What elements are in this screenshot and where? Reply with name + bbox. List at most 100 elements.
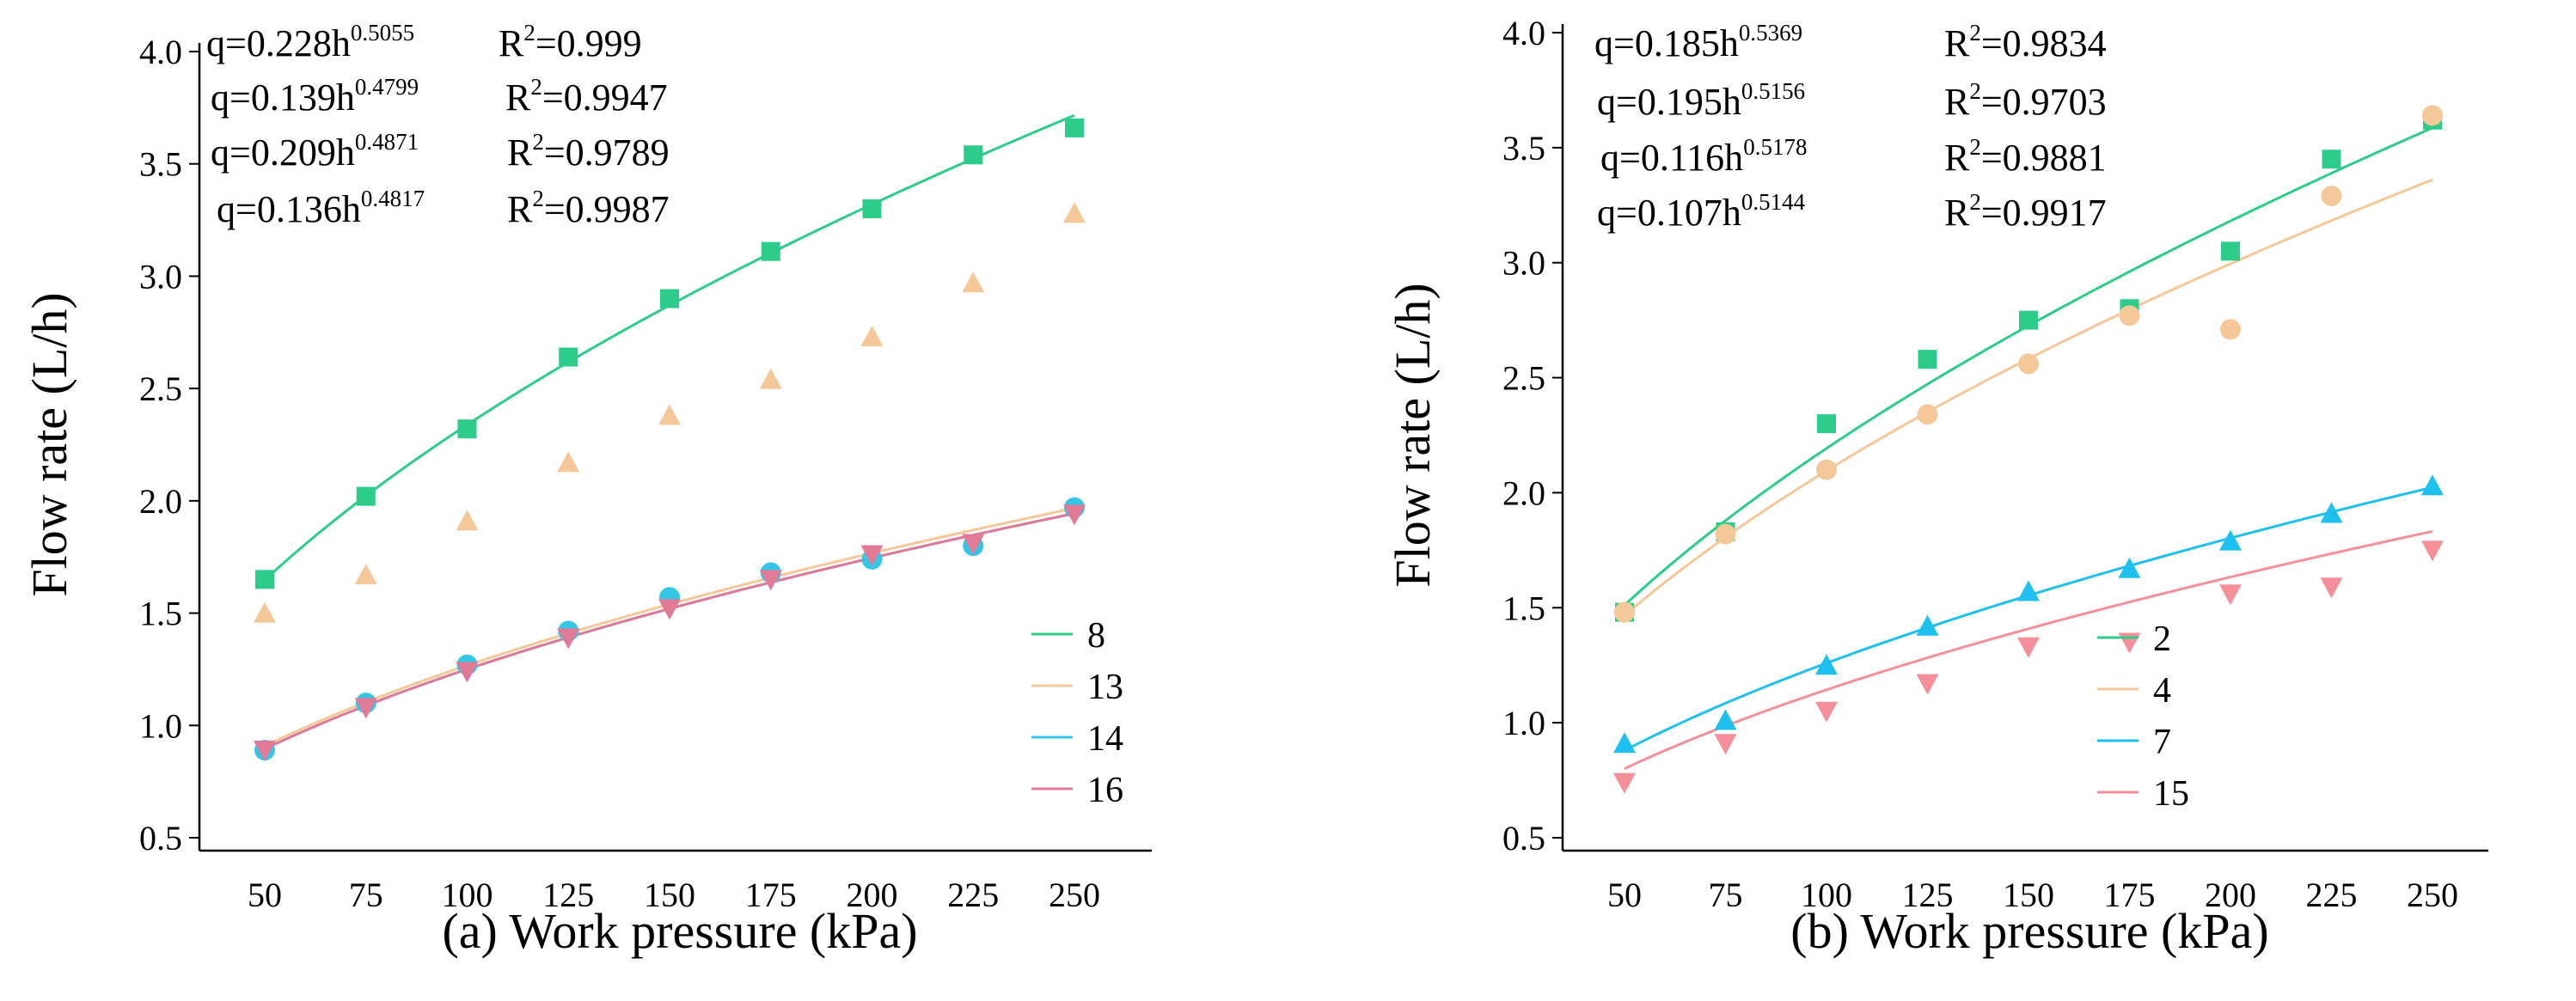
data-point-series-13	[860, 326, 884, 347]
equation-exponent: 0.4871	[355, 129, 419, 155]
x-tick-label: 250	[2407, 876, 2458, 914]
r-squared-superscript: 2	[523, 20, 535, 46]
r-squared-superscript: 2	[1969, 189, 1981, 215]
data-point-series-4	[2220, 319, 2241, 340]
data-point-series-2	[2221, 241, 2240, 261]
data-point-series-16	[254, 741, 276, 762]
y-tick-label: 3.5	[1502, 129, 1545, 168]
data-point-series-2	[1918, 350, 1937, 369]
equation-exponent: 0.4817	[361, 186, 425, 211]
r-squared-value: =0.9834	[1981, 22, 2107, 64]
data-point-series-15	[1815, 701, 1838, 723]
x-axis-label: (b) Work pressure (kPa)	[1790, 903, 2268, 959]
data-point-series-7	[1815, 654, 1838, 675]
data-point-series-4	[2018, 353, 2039, 375]
equation-prefix: q=0.116h	[1600, 137, 1743, 179]
data-point-series-7	[2421, 474, 2444, 496]
y-tick-label: 2.0	[139, 482, 182, 521]
chart-b: 0.5 1.0 1.5 2.0 2.5 3.0 3.5 4.0 50 75 100 125 150 175…	[1385, 14, 2488, 959]
y-tick-label: 1.5	[1502, 589, 1545, 627]
data-point-series-15	[2017, 637, 2040, 658]
data-point-series-15	[2219, 584, 2242, 606]
y-axis-label: Flow rate (L/h)	[1385, 283, 1441, 587]
r-squared: R2=0.999	[499, 20, 642, 64]
fit-curve-series-16	[264, 512, 1075, 751]
equation-exponent: 0.5178	[1743, 134, 1807, 160]
r-squared-value: =0.9789	[544, 131, 670, 174]
data-point-series-15	[2118, 632, 2141, 654]
fit-equation: q=0.209h0.4871	[211, 129, 419, 174]
fit-curve-series-14	[264, 512, 1075, 751]
x-tick-label: 175	[2104, 876, 2156, 914]
data-point-series-16	[456, 662, 479, 683]
y-tick-label: 1.0	[139, 706, 182, 745]
equation-exponent: 0.5055	[351, 20, 414, 46]
y-tick-label: 0.5	[139, 819, 182, 858]
equation-prefix: q=0.185h	[1594, 22, 1739, 64]
r-squared-value: =0.9987	[544, 188, 670, 230]
data-point-series-16	[557, 628, 580, 650]
r-squared-superscript: 2	[1969, 134, 1981, 160]
y-tick-label: 2.0	[1502, 473, 1545, 512]
data-point-series-7	[2118, 557, 2141, 578]
data-point-series-4	[2321, 186, 2342, 207]
legend-label: 16	[1087, 771, 1123, 810]
data-point-series-4	[1715, 523, 1736, 545]
y-tick-label: 2.5	[139, 369, 182, 408]
equation-exponent: 0.5144	[1741, 189, 1806, 215]
equation-prefix: q=0.228h	[206, 22, 351, 64]
equation-exponent: 0.5156	[1741, 78, 1805, 104]
x-tick-label: 125	[542, 876, 594, 914]
data-point-series-13	[658, 404, 681, 425]
y-tick-label: 1.5	[139, 595, 182, 633]
fit-equation: q=0.185h0.5369	[1594, 20, 1802, 64]
y-tick-label: 4.0	[1502, 14, 1545, 52]
y-tick-label: 1.0	[1502, 704, 1545, 742]
legend: 8 13 14 16	[1031, 616, 1123, 810]
r-squared-symbol: R	[1944, 81, 1970, 123]
x-tick-label: 100	[442, 876, 493, 914]
data-point-series-16	[354, 698, 377, 719]
r-squared: R2=0.9703	[1944, 78, 2107, 123]
r-squared: R2=0.9789	[507, 129, 670, 174]
data-point-series-8	[559, 347, 578, 367]
data-point-series-7	[2219, 529, 2242, 551]
fit-equation: q=0.195h0.5156	[1597, 78, 1805, 123]
y-tick-label: 4.0	[139, 33, 182, 71]
legend-label: 4	[2153, 671, 2171, 711]
data-point-series-15	[1613, 772, 1636, 794]
x-tick-label: 100	[1801, 876, 1852, 914]
data-point-series-7	[2320, 502, 2343, 523]
r-squared: R2=0.9947	[505, 74, 668, 119]
x-tick-label: 225	[2306, 876, 2358, 914]
fit-curve-series-4	[1624, 178, 2433, 617]
data-point-series-7	[1714, 709, 1737, 730]
x-tick-label: 50	[248, 876, 282, 914]
equation-prefix: q=0.195h	[1597, 81, 1741, 123]
r-squared-superscript: 2	[532, 129, 544, 155]
data-point-series-8	[660, 289, 679, 308]
r-squared: R2=0.9917	[1944, 189, 2107, 234]
r-squared-value: =0.999	[535, 22, 642, 64]
r-squared-value: =0.9881	[1981, 137, 2107, 179]
r-squared: R2=0.9881	[1944, 134, 2107, 179]
fit-curve-series-7	[1624, 485, 2433, 752]
fit-equation: q=0.228h0.5055	[206, 20, 414, 64]
x-tick-label: 175	[745, 876, 797, 914]
x-tick-label: 250	[1049, 876, 1100, 914]
legend-label: 15	[2153, 774, 2189, 814]
r-squared-superscript: 2	[532, 186, 544, 211]
r-squared-symbol: R	[505, 76, 531, 119]
data-point-series-4	[1614, 601, 1635, 623]
x-axis-label: (a) Work pressure (kPa)	[442, 903, 917, 959]
data-point-series-13	[254, 601, 276, 623]
r-squared-symbol: R	[507, 188, 533, 230]
equation-exponent: 0.4799	[355, 74, 419, 100]
x-tick-label: 50	[1607, 876, 1642, 914]
data-point-series-13	[1063, 202, 1086, 223]
data-point-series-13	[962, 272, 985, 293]
data-point-series-16	[759, 570, 782, 591]
equation-prefix: q=0.107h	[1597, 192, 1741, 234]
data-point-series-16	[1063, 504, 1086, 526]
